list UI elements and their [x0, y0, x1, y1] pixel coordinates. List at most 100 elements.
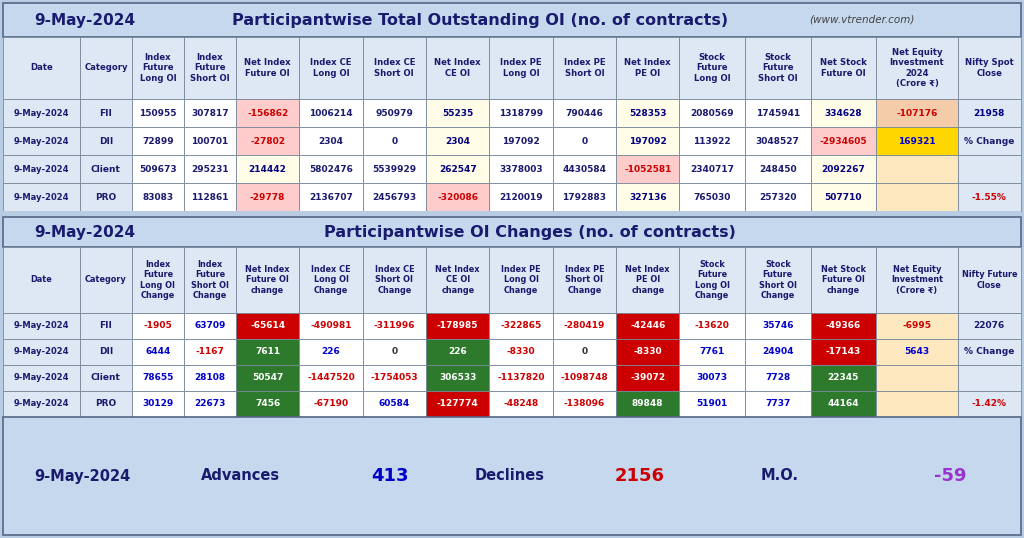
- Bar: [489, 247, 553, 313]
- Bar: [132, 391, 184, 417]
- Text: 9-May-2024: 9-May-2024: [34, 469, 130, 484]
- Text: Index PE
Long OI: Index PE Long OI: [501, 58, 542, 77]
- Bar: [811, 339, 877, 365]
- Bar: [3, 99, 80, 127]
- Text: 113922: 113922: [693, 137, 731, 145]
- Bar: [877, 339, 957, 365]
- Bar: [745, 391, 811, 417]
- Text: 150955: 150955: [139, 109, 177, 117]
- Bar: [877, 183, 957, 211]
- Text: -1098748: -1098748: [560, 373, 608, 383]
- Text: 214442: 214442: [249, 165, 287, 173]
- Text: Stock
Future
Long OI
Change: Stock Future Long OI Change: [694, 260, 730, 300]
- Bar: [236, 313, 299, 339]
- Text: 226: 226: [449, 348, 467, 357]
- Text: FII: FII: [99, 322, 113, 330]
- Text: 1745941: 1745941: [756, 109, 800, 117]
- Text: -39072: -39072: [630, 373, 666, 383]
- Bar: [489, 391, 553, 417]
- Text: -8330: -8330: [634, 348, 663, 357]
- Bar: [679, 37, 745, 99]
- Text: 5802476: 5802476: [309, 165, 353, 173]
- Bar: [553, 339, 616, 365]
- Text: 2136707: 2136707: [309, 193, 353, 202]
- Text: 3048527: 3048527: [756, 137, 800, 145]
- Bar: [679, 127, 745, 155]
- Bar: [811, 183, 877, 211]
- Text: FII: FII: [99, 109, 113, 117]
- Bar: [679, 183, 745, 211]
- Bar: [80, 365, 132, 391]
- Bar: [426, 339, 489, 365]
- Text: 28108: 28108: [195, 373, 225, 383]
- Text: 7737: 7737: [765, 400, 791, 408]
- Bar: [745, 365, 811, 391]
- Bar: [236, 99, 299, 127]
- Bar: [616, 99, 679, 127]
- Bar: [616, 183, 679, 211]
- Bar: [745, 99, 811, 127]
- Bar: [3, 155, 80, 183]
- Text: 507710: 507710: [824, 193, 862, 202]
- Text: -1137820: -1137820: [498, 373, 545, 383]
- Text: 295231: 295231: [191, 165, 228, 173]
- Bar: [3, 417, 1021, 535]
- Bar: [3, 339, 80, 365]
- Bar: [184, 183, 236, 211]
- Text: Net Stock
Future OI: Net Stock Future OI: [820, 58, 867, 77]
- Bar: [80, 313, 132, 339]
- Text: -178985: -178985: [437, 322, 478, 330]
- Bar: [184, 339, 236, 365]
- Text: 22076: 22076: [974, 322, 1005, 330]
- Text: 0: 0: [582, 348, 588, 357]
- Text: 2304: 2304: [445, 137, 470, 145]
- Bar: [877, 37, 957, 99]
- Text: DII: DII: [98, 137, 113, 145]
- Text: 307817: 307817: [191, 109, 228, 117]
- Text: -156862: -156862: [247, 109, 289, 117]
- Text: 0: 0: [391, 348, 397, 357]
- Text: 2456793: 2456793: [373, 193, 417, 202]
- Bar: [80, 127, 132, 155]
- Bar: [236, 155, 299, 183]
- Text: Declines: Declines: [475, 469, 545, 484]
- Bar: [877, 391, 957, 417]
- Text: 528353: 528353: [629, 109, 667, 117]
- Bar: [957, 365, 1021, 391]
- Bar: [745, 37, 811, 99]
- Text: Net Index
CE OI
change: Net Index CE OI change: [435, 265, 480, 295]
- Text: -322865: -322865: [501, 322, 542, 330]
- Text: 44164: 44164: [827, 400, 859, 408]
- Bar: [362, 313, 426, 339]
- Text: -48248: -48248: [504, 400, 539, 408]
- Text: Net Equity
Investment
2024
(Crore ₹): Net Equity Investment 2024 (Crore ₹): [890, 48, 944, 88]
- Bar: [877, 127, 957, 155]
- Bar: [426, 391, 489, 417]
- Bar: [679, 339, 745, 365]
- Text: 60584: 60584: [379, 400, 410, 408]
- Bar: [362, 183, 426, 211]
- Bar: [132, 37, 184, 99]
- Text: -311996: -311996: [374, 322, 415, 330]
- Bar: [362, 99, 426, 127]
- Text: 83083: 83083: [142, 193, 173, 202]
- Text: Date: Date: [31, 275, 52, 285]
- Text: 950979: 950979: [376, 109, 414, 117]
- Text: 2304: 2304: [318, 137, 343, 145]
- Text: -49366: -49366: [825, 322, 861, 330]
- Text: 9-May-2024: 9-May-2024: [35, 224, 135, 239]
- Text: 2340717: 2340717: [690, 165, 734, 173]
- Text: Index PE
Long OI
Change: Index PE Long OI Change: [501, 265, 541, 295]
- Bar: [957, 37, 1021, 99]
- Bar: [616, 313, 679, 339]
- Bar: [3, 211, 1021, 217]
- Bar: [132, 155, 184, 183]
- Text: -107176: -107176: [896, 109, 938, 117]
- Bar: [184, 365, 236, 391]
- Text: 1792883: 1792883: [562, 193, 606, 202]
- Bar: [299, 37, 362, 99]
- Text: 9-May-2024: 9-May-2024: [13, 137, 70, 145]
- Text: -67190: -67190: [313, 400, 348, 408]
- Text: 51901: 51901: [696, 400, 728, 408]
- Text: 7456: 7456: [255, 400, 281, 408]
